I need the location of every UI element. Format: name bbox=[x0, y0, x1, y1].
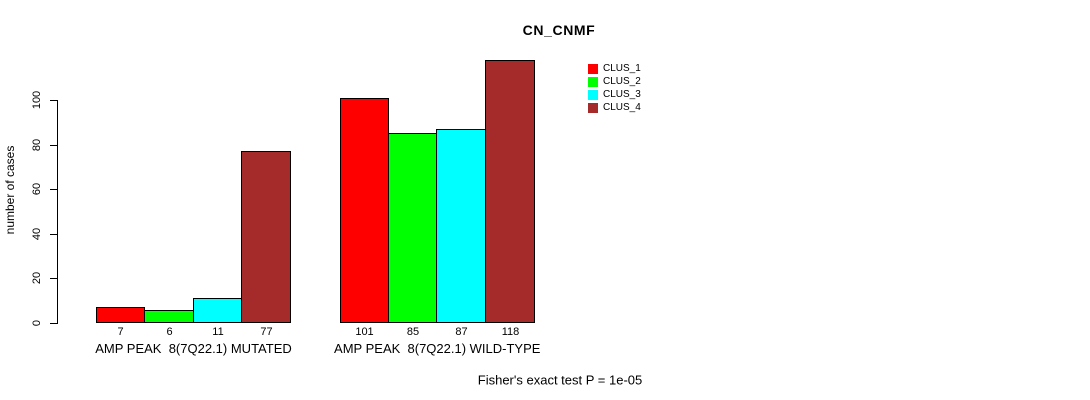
legend-swatch bbox=[588, 76, 598, 87]
bar-value-label: 6 bbox=[166, 326, 173, 338]
bar-value-label: 85 bbox=[406, 326, 420, 338]
y-tick bbox=[50, 234, 57, 235]
bar-clus_2 bbox=[144, 310, 194, 323]
y-axis-label: number of cases bbox=[3, 145, 17, 235]
legend-swatch bbox=[588, 89, 598, 100]
legend-entry: CLUS_4 bbox=[588, 101, 641, 114]
bar-value-label: 87 bbox=[455, 326, 468, 338]
legend-label: CLUS_1 bbox=[603, 63, 641, 74]
bar-clus_1 bbox=[96, 307, 145, 323]
y-tick-label: 20 bbox=[31, 271, 43, 285]
y-axis bbox=[57, 100, 58, 324]
legend-label: CLUS_4 bbox=[603, 102, 641, 113]
bar-value-label: 101 bbox=[355, 326, 374, 338]
y-tick bbox=[50, 145, 57, 146]
legend-label: CLUS_3 bbox=[603, 89, 641, 100]
y-tick-label: 100 bbox=[31, 90, 43, 110]
legend-swatch bbox=[588, 102, 598, 113]
bar-value-label: 77 bbox=[260, 326, 273, 338]
y-tick-label: 80 bbox=[31, 138, 43, 152]
bar-value-label: 7 bbox=[117, 326, 124, 338]
y-tick bbox=[50, 100, 57, 101]
group-label: AMP PEAK 8(7Q22.1) WILD-TYPE bbox=[334, 341, 541, 356]
y-tick-label: 40 bbox=[31, 227, 43, 241]
legend: CLUS_1 CLUS_2 CLUS_3 CLUS_4 bbox=[588, 62, 641, 114]
bar-clus_3 bbox=[193, 298, 242, 323]
bar-clus_1 bbox=[340, 98, 389, 323]
y-tick bbox=[50, 323, 57, 324]
bar-value-label: 11 bbox=[212, 326, 224, 338]
y-tick bbox=[50, 278, 57, 279]
bar-clus_2 bbox=[388, 133, 437, 323]
legend-entry: CLUS_2 bbox=[588, 75, 641, 88]
y-tick-label: 0 bbox=[31, 319, 43, 327]
chart-title: CN_CNMF bbox=[522, 22, 596, 38]
y-tick-label: 60 bbox=[31, 182, 43, 196]
bar-clus_4 bbox=[485, 60, 535, 323]
legend-entry: CLUS_1 bbox=[588, 62, 641, 75]
group-label: AMP PEAK 8(7Q22.1) MUTATED bbox=[95, 341, 292, 356]
footnote: Fisher's exact test P = 1e-05 bbox=[477, 372, 643, 388]
bar-clus_4 bbox=[241, 151, 291, 323]
y-tick bbox=[50, 189, 57, 190]
bar-clus_3 bbox=[436, 129, 486, 323]
legend-label: CLUS_2 bbox=[603, 76, 641, 87]
legend-entry: CLUS_3 bbox=[588, 88, 641, 101]
legend-swatch bbox=[588, 63, 598, 74]
bar-value-label: 118 bbox=[501, 326, 520, 338]
